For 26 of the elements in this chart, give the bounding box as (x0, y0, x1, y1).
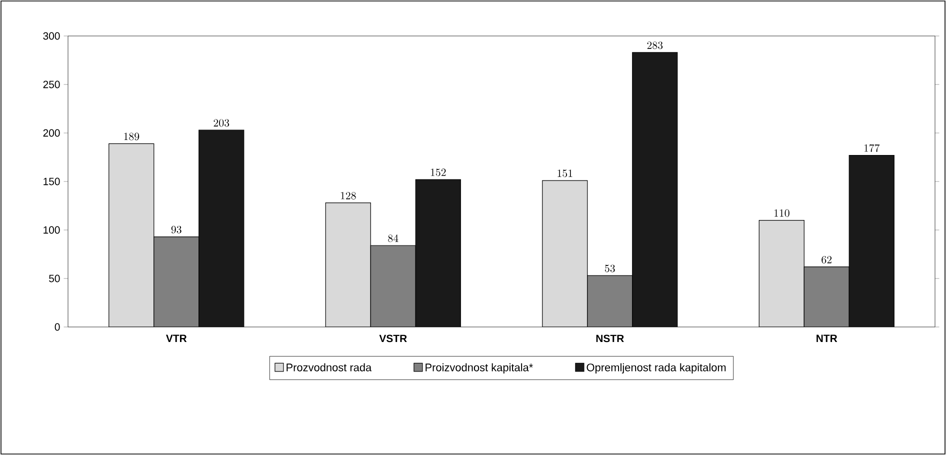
y-tick-label: 0 (54, 323, 60, 331)
data-label: 177 (864, 144, 880, 152)
data-label: 128 (340, 192, 356, 200)
y-tick-label: 100 (44, 226, 60, 234)
y-tick-label: 150 (44, 178, 60, 186)
legend-label: Proizvodnost kapitala* (426, 363, 533, 374)
x-tick-label: NTR (816, 334, 838, 342)
legend-label: Opremljenost rada kapitalom (586, 363, 726, 374)
y-tick-label: 250 (43, 80, 60, 88)
data-label: 84 (388, 234, 398, 242)
data-label: 283 (647, 42, 663, 50)
data-label: 189 (124, 132, 140, 140)
data-label: 152 (430, 168, 446, 176)
x-tick-label: VTR (166, 334, 187, 342)
legend-label: Prozvodnost rada (286, 363, 372, 372)
data-label: 151 (558, 170, 572, 178)
y-tick-label: 50 (49, 274, 60, 282)
data-label: 62 (822, 256, 832, 264)
x-tick-label: NSTR (596, 334, 624, 342)
y-tick-label: 300 (43, 32, 60, 40)
data-label: 93 (171, 226, 182, 234)
data-label: 110 (774, 209, 790, 217)
x-tick-label: VSTR (379, 334, 407, 342)
data-label: 53 (604, 264, 615, 272)
y-tick-label: 200 (43, 129, 60, 137)
data-label: 203 (214, 119, 230, 127)
